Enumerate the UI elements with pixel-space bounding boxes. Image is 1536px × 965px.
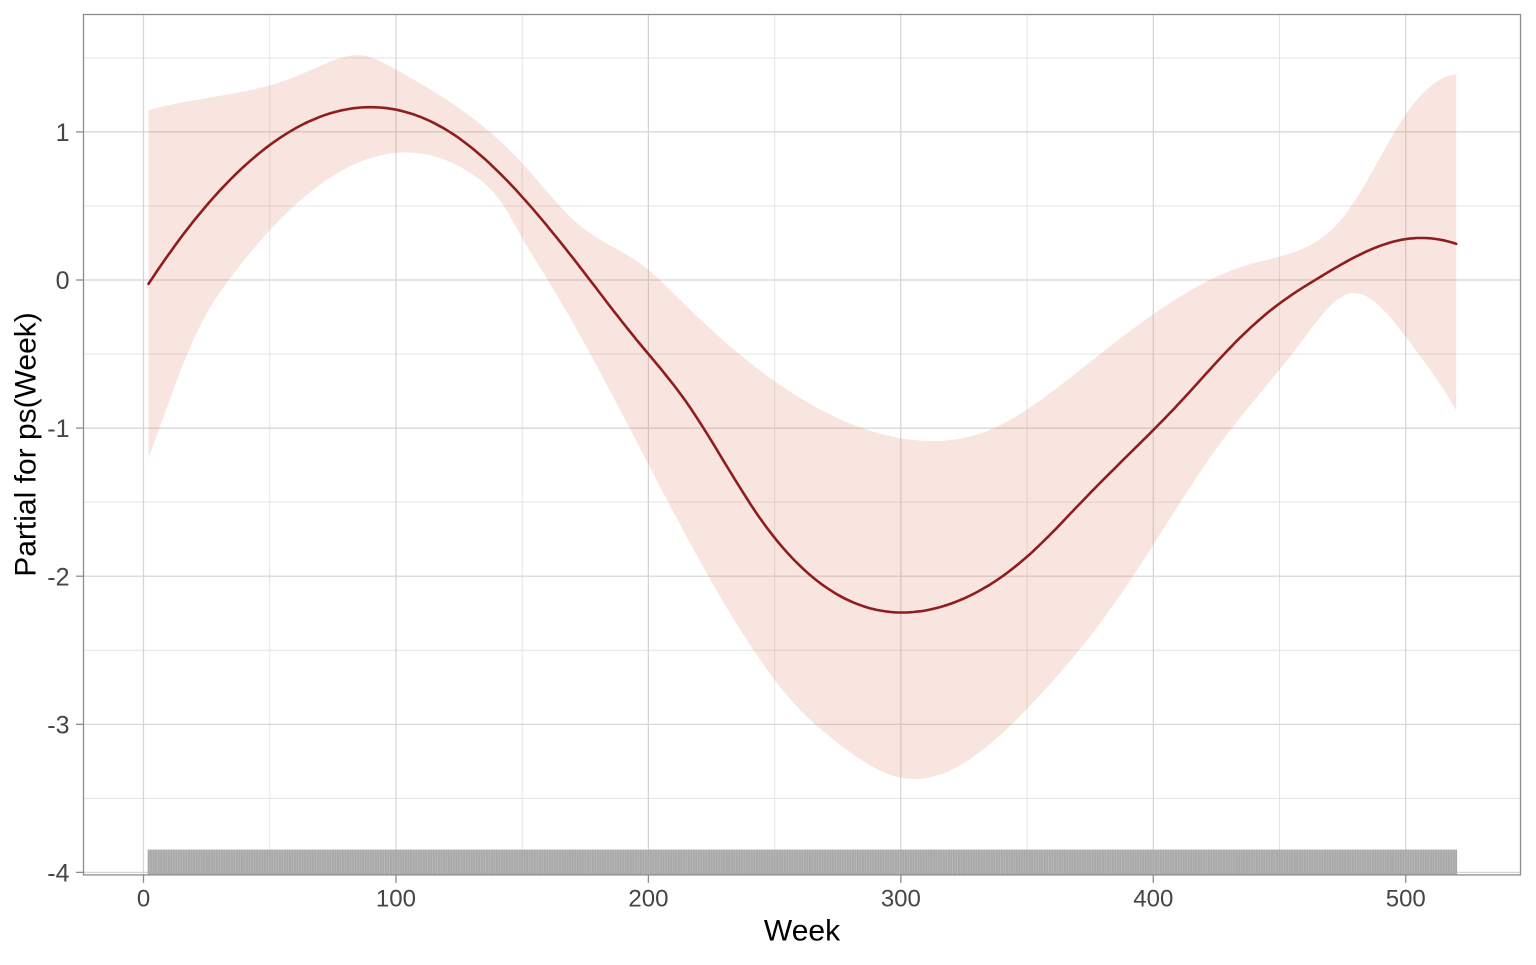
svg-text:200: 200 xyxy=(628,885,668,912)
svg-text:500: 500 xyxy=(1386,885,1426,912)
svg-text:100: 100 xyxy=(376,885,416,912)
svg-text:1: 1 xyxy=(56,119,70,147)
svg-text:400: 400 xyxy=(1133,885,1173,912)
svg-text:-1: -1 xyxy=(47,415,69,443)
svg-text:Week: Week xyxy=(764,915,841,948)
svg-text:Partial for ps(Week): Partial for ps(Week) xyxy=(10,312,43,577)
svg-text:-3: -3 xyxy=(47,711,69,739)
svg-text:0: 0 xyxy=(56,267,70,295)
svg-text:-2: -2 xyxy=(47,563,69,591)
svg-text:-4: -4 xyxy=(47,860,69,888)
svg-text:300: 300 xyxy=(881,885,921,912)
svg-text:0: 0 xyxy=(137,885,150,912)
